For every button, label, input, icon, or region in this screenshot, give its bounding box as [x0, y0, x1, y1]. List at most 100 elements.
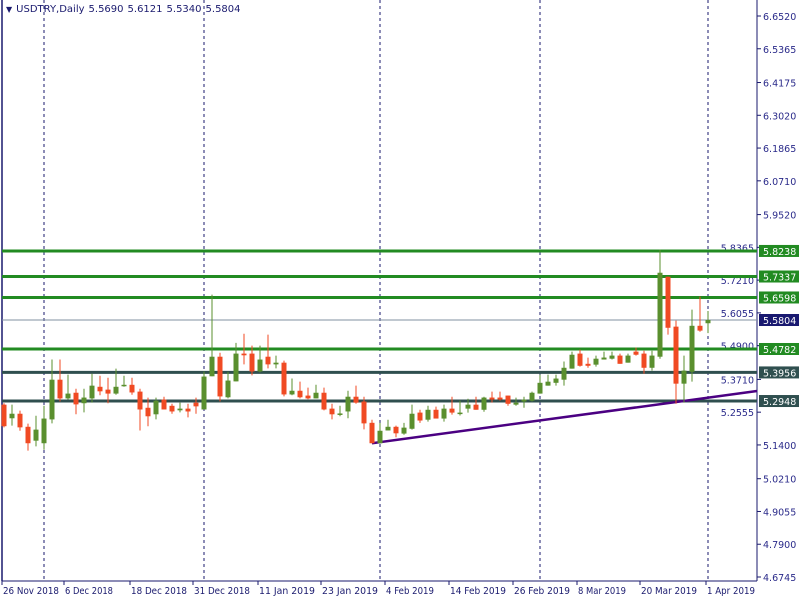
- current-price-label: 5.5804: [763, 316, 796, 327]
- level-price-label: 5.2948: [763, 397, 796, 408]
- level-price-label-bg: [759, 395, 799, 408]
- candle-body: [537, 382, 543, 394]
- candle-body: [393, 426, 399, 434]
- x-tick-label: 4 Feb 2019: [386, 586, 434, 597]
- candle-body: [665, 276, 671, 328]
- bearish-candle: [577, 349, 583, 367]
- bullish-candle: [233, 342, 239, 382]
- candle-body: [89, 385, 95, 399]
- bearish-candle: [73, 388, 79, 415]
- bullish-candle: [561, 361, 567, 386]
- x-tick-label: 31 Dec 2018: [194, 586, 250, 597]
- bullish-candle: [153, 397, 159, 420]
- level-price-label-bg: [759, 342, 799, 355]
- bearish-candle: [641, 350, 647, 374]
- bullish-candle: [705, 311, 711, 334]
- y-tick-label: 6.6520: [763, 12, 796, 23]
- candle-body: [545, 381, 551, 386]
- y-tick-label: 4.9055: [763, 507, 796, 518]
- bullish-candle: [345, 390, 351, 419]
- bullish-candle: [177, 402, 183, 413]
- bullish-candle: [41, 405, 47, 450]
- candle-body: [113, 386, 119, 394]
- candle-body: [521, 399, 527, 402]
- bearish-candle: [97, 375, 103, 396]
- bearish-candle: [489, 391, 495, 403]
- candle-body: [689, 325, 695, 372]
- candle-body: [201, 376, 207, 410]
- bullish-candle: [625, 353, 631, 363]
- candle-body: [265, 356, 271, 365]
- candle-body: [697, 325, 703, 331]
- bearish-candle: [185, 403, 191, 418]
- candle-body: [345, 396, 351, 412]
- bearish-candle: [617, 353, 623, 364]
- candle-body: [225, 380, 231, 398]
- candle-body: [513, 402, 519, 405]
- candle-body: [105, 389, 111, 394]
- y-tick-label: 4.6745: [763, 573, 796, 584]
- triangle-down-icon[interactable]: ▼: [6, 5, 13, 14]
- bearish-candle: [305, 387, 311, 400]
- bullish-candle: [225, 371, 231, 399]
- candle-body: [457, 412, 463, 415]
- candle-body: [649, 355, 655, 368]
- candle-body: [353, 396, 359, 403]
- bearish-candle: [17, 410, 23, 431]
- candle-body: [249, 353, 255, 372]
- bearish-candle: [297, 381, 303, 399]
- candle-body: [481, 397, 487, 410]
- candle-body: [273, 362, 279, 365]
- candle-body: [465, 404, 471, 409]
- bullish-candle: [257, 345, 263, 373]
- candle-body: [9, 413, 15, 419]
- candle-body: [529, 392, 535, 401]
- y-tick-label: 4.7900: [763, 540, 796, 551]
- trendline: [371, 389, 758, 445]
- y-tick-label: 5.3710: [721, 375, 754, 386]
- level-price-label: 5.4782: [763, 345, 796, 356]
- y-tick-label: 5.8365: [721, 243, 754, 254]
- candle-body: [193, 402, 199, 407]
- candle-body: [305, 395, 311, 399]
- x-tick-label: 26 Nov 2018: [3, 586, 59, 597]
- bearish-candle: [585, 357, 591, 368]
- candle-body: [489, 397, 495, 400]
- candle-body: [313, 392, 319, 399]
- candle-body: [1, 404, 7, 427]
- level-price-label-bg: [759, 366, 799, 379]
- candle-body: [633, 351, 639, 355]
- bearish-candle: [497, 391, 503, 401]
- bearish-candle: [129, 377, 135, 395]
- y-tick-label: 5.9520: [763, 211, 796, 222]
- bearish-candle: [665, 276, 671, 335]
- candle-body: [385, 426, 391, 431]
- bullish-candle: [385, 419, 391, 431]
- candle-body: [369, 422, 375, 444]
- candle-body: [33, 429, 39, 441]
- candle-body: [41, 418, 47, 444]
- candle-body: [569, 354, 575, 369]
- y-tick-label: 6.3020: [763, 111, 796, 122]
- bearish-candle: [505, 395, 511, 406]
- bearish-candle: [449, 396, 455, 415]
- bearish-candle: [393, 425, 399, 438]
- level-price-label: 5.7337: [763, 273, 796, 284]
- bullish-candle: [609, 351, 615, 360]
- bearish-candle: [353, 385, 359, 404]
- bearish-candle: [137, 388, 143, 431]
- bullish-candle: [601, 351, 607, 360]
- current-price-label-bg: [759, 314, 799, 327]
- y-tick-label: 5.1400: [763, 441, 796, 452]
- candle-body: [553, 378, 559, 383]
- bearish-candle: [369, 419, 375, 444]
- bearish-candle: [265, 334, 271, 369]
- candle-body: [377, 430, 383, 444]
- x-tick-label: 23 Jan 2019: [322, 586, 378, 597]
- candle-body: [153, 400, 159, 415]
- candle-body: [177, 408, 183, 411]
- bullish-candle: [553, 374, 559, 386]
- candle-body: [705, 320, 711, 324]
